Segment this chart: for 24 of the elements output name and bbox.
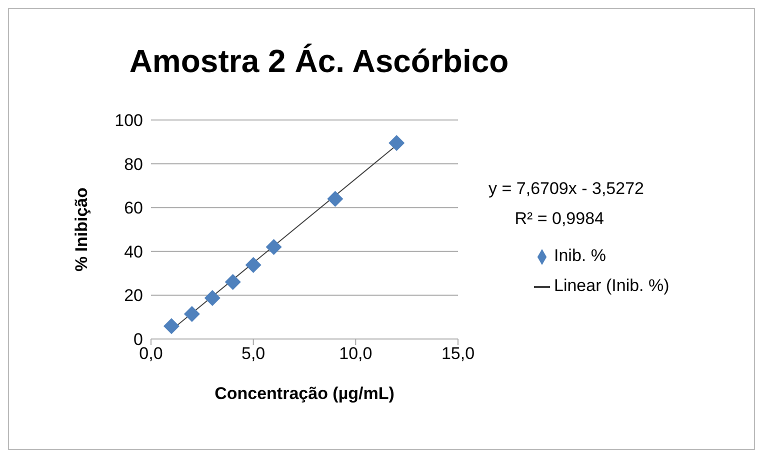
point	[327, 190, 344, 207]
y-tick-label: 60	[124, 198, 143, 218]
legend-label: Linear (Inib. %)	[554, 276, 670, 295]
point	[204, 290, 220, 306]
y-tick-label: 40	[124, 242, 143, 262]
x-tick-label: 15,0	[441, 344, 475, 364]
point	[266, 239, 282, 256]
y-tick-label: 80	[124, 154, 143, 174]
point	[184, 306, 200, 322]
y-tick-label: 100	[114, 111, 143, 130]
x-tick-label: 10,0	[339, 344, 372, 364]
point	[388, 134, 405, 151]
x-tick-label: 5,0	[242, 344, 266, 364]
point	[224, 274, 241, 290]
point	[245, 256, 262, 273]
y-tick-label: 20	[124, 286, 143, 306]
point	[163, 318, 180, 334]
legend-label: Inib. %	[554, 246, 606, 265]
x-tick-label: 0,0	[139, 344, 163, 364]
text: R² = 0,9984	[514, 209, 604, 229]
chart-title: Amostra 2 Ác. Ascórbico	[128, 43, 510, 80]
text: y = 7,6709x - 3,5272	[488, 179, 644, 199]
x-axis-title: Concentração (µg/mL)	[214, 384, 394, 403]
y-axis-title: % Inibição	[72, 187, 92, 272]
